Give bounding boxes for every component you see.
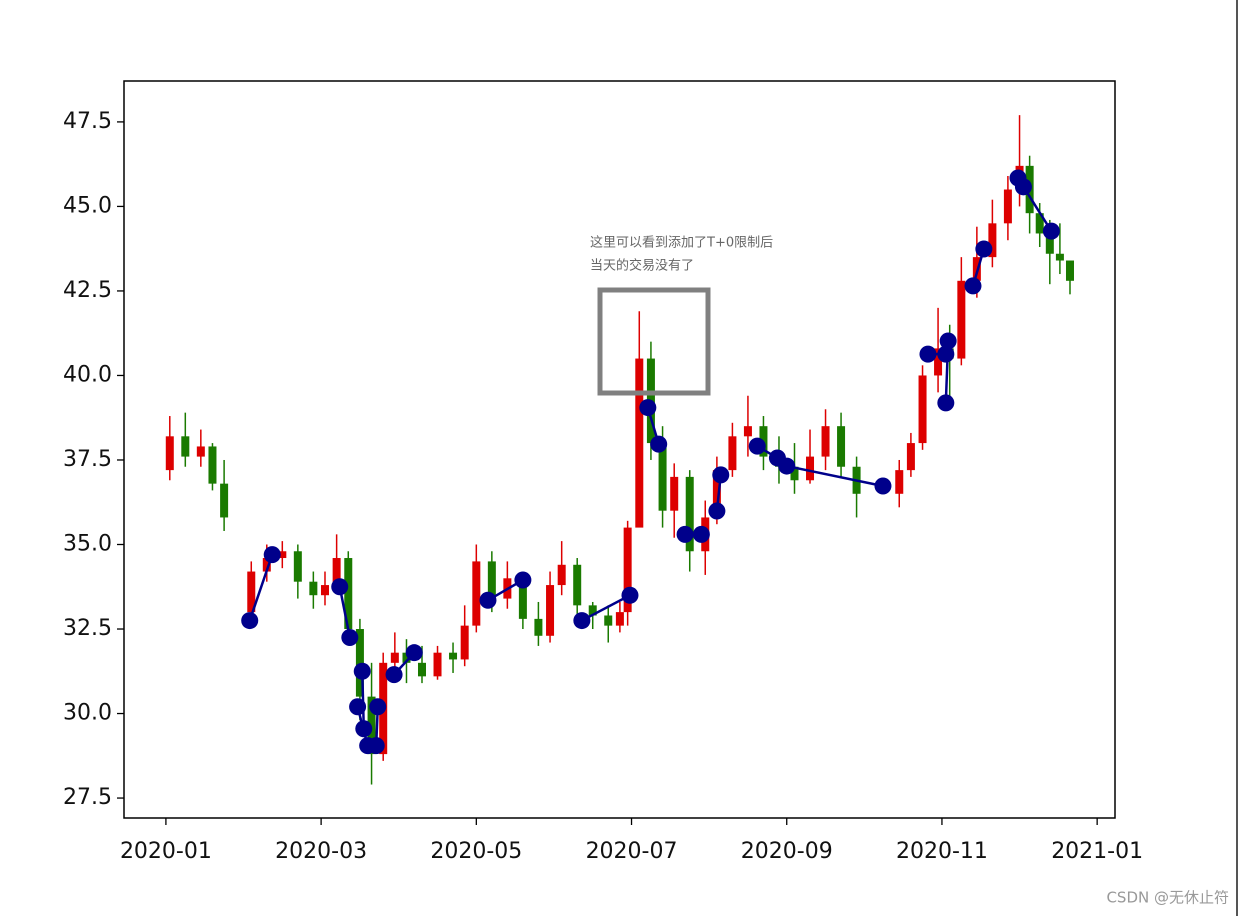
- y-tick-label: 30.0: [63, 701, 112, 726]
- trade-point: [331, 578, 348, 595]
- candle-body: [659, 443, 667, 511]
- candle-body: [391, 653, 399, 663]
- y-tick-label: 45.0: [63, 193, 112, 218]
- trade-point: [937, 394, 954, 411]
- trade-point: [778, 458, 795, 475]
- candle-body: [558, 565, 566, 585]
- x-tick-label: 2020-07: [586, 839, 678, 864]
- trade-point: [479, 592, 496, 609]
- trade-point: [241, 612, 258, 629]
- candle-body: [573, 565, 581, 606]
- candle-body: [670, 477, 678, 511]
- trade-point: [341, 629, 358, 646]
- watermark: CSDN @无休止符: [1106, 889, 1229, 907]
- y-tick-label: 35.0: [63, 531, 112, 556]
- trade-point: [650, 436, 667, 453]
- y-tick-label: 40.0: [63, 362, 112, 387]
- x-tick-label: 2020-11: [896, 839, 988, 864]
- trade-point: [514, 571, 531, 588]
- candle-body: [166, 436, 174, 470]
- trade-point: [975, 241, 992, 258]
- candle-body: [418, 663, 426, 677]
- y-tick-label: 42.5: [63, 278, 112, 303]
- candle-body: [616, 612, 624, 626]
- trade-point: [919, 346, 936, 363]
- trade-point: [639, 399, 656, 416]
- candle-body: [220, 484, 228, 518]
- trade-point: [264, 546, 281, 563]
- trade-point: [940, 332, 957, 349]
- trade-point: [1015, 178, 1032, 195]
- candle-body: [604, 615, 612, 625]
- candle-body: [449, 653, 457, 660]
- trade-point: [406, 644, 423, 661]
- candle-body: [472, 561, 480, 625]
- x-tick-label: 2021-01: [1051, 839, 1143, 864]
- trade-point: [354, 663, 371, 680]
- trade-point: [349, 698, 366, 715]
- trade-point: [677, 526, 694, 543]
- candle-body: [1056, 254, 1064, 261]
- trade-point: [355, 720, 372, 737]
- trade-point: [693, 526, 710, 543]
- candle-body: [822, 426, 830, 456]
- x-tick-label: 2020-05: [430, 839, 522, 864]
- candle-body: [744, 426, 752, 436]
- candle-body: [1004, 190, 1012, 224]
- trade-point: [1043, 223, 1060, 240]
- candle-body: [309, 582, 317, 596]
- candle-body: [957, 281, 965, 359]
- candle-body: [728, 436, 736, 470]
- candle-body: [1066, 261, 1074, 281]
- candle-body: [895, 470, 903, 494]
- y-tick-label: 47.5: [63, 109, 112, 134]
- candle-body: [321, 585, 329, 595]
- trade-point: [621, 587, 638, 604]
- y-tick-label: 27.5: [63, 785, 112, 810]
- candle-body: [294, 551, 302, 581]
- candle-body: [534, 619, 542, 636]
- candle-body: [208, 446, 216, 483]
- candle-body: [546, 585, 554, 636]
- trade-point: [874, 478, 891, 495]
- candle-body: [434, 653, 442, 677]
- trade-point: [749, 438, 766, 455]
- candle-body: [837, 426, 845, 467]
- trade-point: [386, 666, 403, 683]
- annotation: 这里可以看到添加了T+0限制后: [590, 235, 773, 251]
- trade-point: [708, 503, 725, 520]
- trade-point: [573, 612, 590, 629]
- candle-body: [635, 359, 643, 528]
- candle-body: [907, 443, 915, 470]
- x-tick-label: 2020-01: [120, 839, 212, 864]
- trade-point: [712, 466, 729, 483]
- y-tick-label: 37.5: [63, 447, 112, 472]
- trade-point: [369, 698, 386, 715]
- trade-point: [368, 737, 385, 754]
- candle-body: [181, 436, 189, 456]
- y-tick-label: 32.5: [63, 616, 112, 641]
- candle-body: [806, 457, 814, 481]
- trade-point: [964, 277, 981, 294]
- annotation: 当天的交易没有了: [590, 258, 694, 274]
- x-tick-label: 2020-09: [741, 839, 833, 864]
- candle-body: [197, 446, 205, 456]
- x-tick-label: 2020-03: [275, 839, 367, 864]
- candle-body: [461, 626, 469, 660]
- candle-body: [919, 375, 927, 443]
